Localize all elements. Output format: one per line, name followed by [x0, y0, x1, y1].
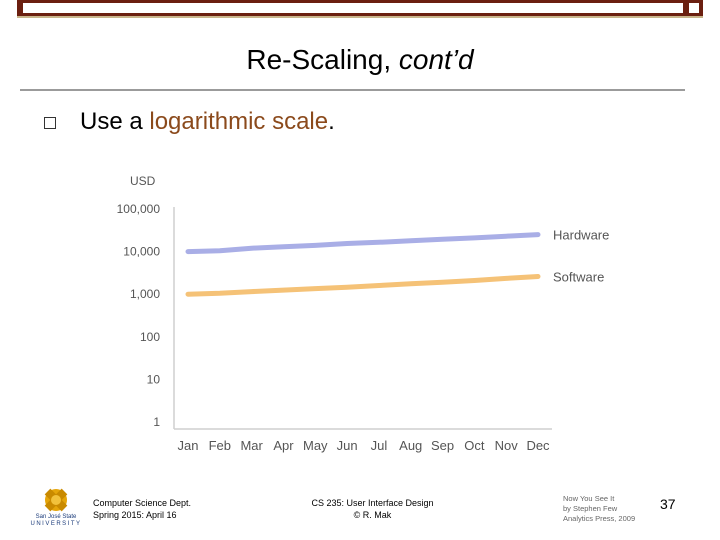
series-label-software: Software: [553, 270, 604, 285]
x-tick-label: May: [303, 438, 328, 453]
slide-title-main: Re-Scaling,: [246, 44, 399, 75]
university-logo: [30, 486, 82, 530]
y-tick-label: 1: [153, 415, 160, 429]
footer-dept: Computer Science Dept. Spring 2015: Apri…: [93, 497, 191, 521]
series-labels: Hardware Software: [553, 228, 609, 285]
logo-mark-icon: [44, 488, 68, 512]
series-line-hardware: [185, 232, 541, 255]
series-lines: [185, 232, 541, 297]
page-number: 37: [660, 496, 676, 512]
header-bar: [17, 0, 703, 18]
x-tick-label: Apr: [273, 438, 294, 453]
logo-text: San José State UNIVERSITY: [30, 514, 82, 528]
y-tick-labels: 100,000 10,000 1,000 100 10 1: [117, 202, 161, 429]
footer-dept-line2: Spring 2015: April 16: [93, 510, 177, 520]
x-tick-labels: Jan Feb Mar Apr May Jun Jul Aug Sep Oct Nov Dec: [178, 438, 551, 453]
bullet-square-icon: [44, 117, 56, 129]
x-tick-label: Jul: [371, 438, 388, 453]
series-line-software: [185, 274, 541, 297]
y-tick-label: 100,000: [117, 202, 161, 216]
series-label-hardware: Hardware: [553, 228, 609, 243]
footer-course-line1: CS 235: User Interface Design: [311, 498, 434, 508]
slide-title-italic: cont’d: [398, 44, 474, 75]
x-tick-label: Dec: [526, 438, 550, 453]
bullet-prefix: Use a: [80, 108, 150, 135]
log-scale-line-chart: USD 100,000 10,000 1,000 100 10 1 Jan Feb Mar Ap…: [117, 174, 610, 453]
x-tick-label: Oct: [464, 438, 485, 453]
footer-book-line1: Now You See It: [563, 494, 615, 503]
y-tick-label: 10,000: [123, 245, 160, 259]
footer-book-credit: Now You See It by Stephen Few Analytics …: [563, 494, 635, 524]
title-divider: [20, 89, 685, 91]
y-axis-label: USD: [130, 174, 156, 188]
footer-course: CS 235: User Interface Design © R. Mak: [290, 497, 455, 521]
y-tick-label: 10: [147, 372, 161, 386]
x-tick-label: Aug: [399, 438, 422, 453]
logo-line2: UNIVERSITY: [30, 521, 82, 527]
x-tick-label: Sep: [431, 438, 454, 453]
slide-title: Re-Scaling, cont’d: [0, 44, 720, 76]
x-tick-label: Nov: [495, 438, 519, 453]
footer-course-line2: © R. Mak: [353, 510, 392, 520]
logo-line1: San José State: [35, 514, 77, 520]
x-tick-label: Jan: [178, 438, 199, 453]
y-tick-label: 100: [140, 330, 160, 344]
bullet-text: Use a logarithmic scale.: [80, 108, 335, 136]
x-tick-label: Mar: [240, 438, 263, 453]
footer-book-line2: by Stephen Few: [563, 504, 618, 513]
x-tick-label: Jun: [337, 438, 358, 453]
footer-dept-line1: Computer Science Dept.: [93, 498, 192, 508]
bullet-highlight: logarithmic scale: [149, 108, 329, 135]
header-bar-strip: [23, 3, 683, 13]
y-tick-label: 1,000: [130, 287, 160, 301]
x-tick-label: Feb: [209, 438, 231, 453]
header-bar-box: [689, 3, 699, 13]
bullet-suffix: .: [328, 108, 335, 135]
footer-book-line3: Analytics Press, 2009: [563, 514, 636, 523]
